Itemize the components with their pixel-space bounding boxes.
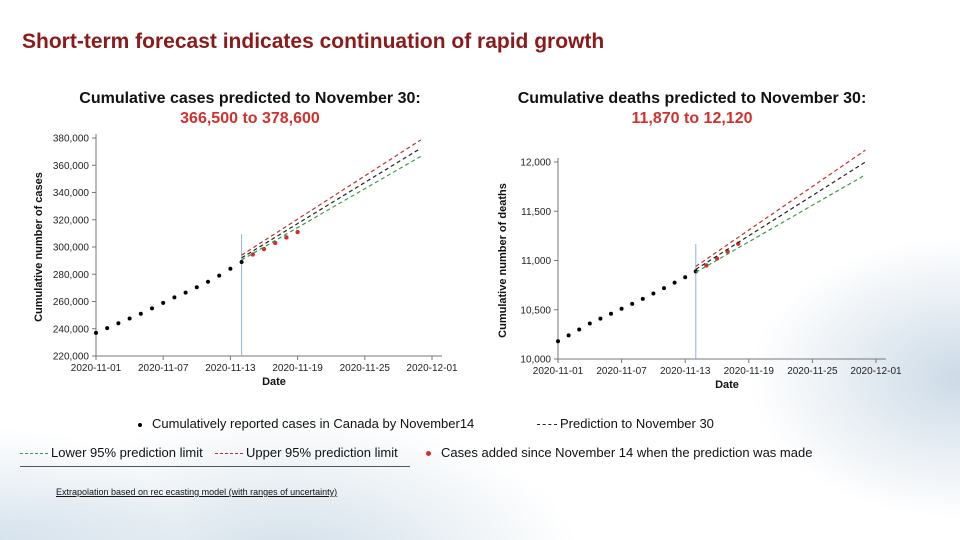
red-dot-icon (426, 451, 431, 457)
y-tick-label: 340,000 (53, 188, 90, 199)
x-axis-label: Date (262, 376, 286, 388)
reported-point (94, 330, 98, 335)
legend-upper: Upper 95% prediction limit (215, 445, 398, 460)
reported-point (587, 321, 592, 326)
x-tick-label: 2020-11-07 (138, 363, 189, 374)
dash-red-icon (215, 453, 243, 455)
cases-chart-title-text: Cumulative cases predicted to November 3… (79, 90, 421, 107)
dash-green-icon (20, 453, 48, 455)
y-tick-label: 260,000 (53, 297, 90, 308)
lower-limit-line (695, 174, 866, 273)
y-tick-label: 300,000 (53, 243, 90, 254)
y-axis-label: Cumulative number of cases (33, 172, 45, 322)
x-tick-label: 2020-11-01 (533, 366, 584, 377)
reported-point (228, 266, 233, 271)
reported-point (138, 311, 143, 316)
dash-black-icon (537, 424, 557, 426)
x-tick-label: 2020-11-07 (596, 366, 647, 377)
prediction-line (241, 147, 422, 259)
x-tick-label: 2020-11-19 (272, 363, 323, 374)
deaths-chart-title-text: Cumulative deaths predicted to November … (517, 90, 867, 107)
lower-limit-line (241, 155, 422, 261)
reported-point (194, 285, 199, 290)
deaths-chart: 10,000 10,500 11,000 11,500 12,000 2020-11-01… (497, 149, 902, 391)
legend-added: Cases added since November 14 when the p… (426, 445, 812, 460)
reported-point (640, 296, 645, 301)
reported-point (683, 275, 688, 280)
reported-point (566, 333, 571, 338)
y-tick-label: 10,000 (520, 355, 551, 366)
y-tick-label: 10,500 (520, 305, 551, 316)
footnote: Extrapolation based on rec ecasting mode… (56, 487, 338, 497)
reported-point (217, 273, 222, 278)
reported-point (630, 301, 635, 306)
deaths-chart-range: 11,870 to 12,120 (631, 110, 753, 127)
reported-point (651, 291, 656, 296)
x-tick-label: 2020-11-19 (724, 366, 775, 377)
x-tick-label: 2020-11-13 (660, 366, 711, 377)
x-tick-label: 2020-12-01 (406, 363, 458, 374)
reported-point (172, 295, 177, 300)
reported-point (556, 339, 560, 344)
reported-point (598, 316, 603, 321)
x-tick-label: 2020-11-25 (340, 363, 391, 374)
y-tick-label: 240,000 (53, 324, 90, 335)
x-tick-label: 2020-12-01 (850, 366, 902, 377)
cases-chart-title: Cumulative cases predicted to November 3… (40, 90, 460, 128)
y-tick-label: 280,000 (53, 270, 90, 281)
black-dot-icon (138, 422, 142, 427)
prediction-line (695, 161, 866, 270)
page-title: Short-term forecast indicates continuati… (22, 30, 605, 53)
y-tick-label: 320,000 (53, 215, 90, 226)
reported-point (662, 286, 666, 291)
reported-point (206, 279, 210, 284)
reported-point (672, 280, 677, 285)
y-tick-label: 360,000 (53, 161, 90, 172)
reported-point (609, 311, 613, 316)
reported-point (105, 326, 110, 331)
y-tick-label: 12,000 (520, 158, 551, 169)
x-axis-label: Date (715, 379, 739, 391)
deaths-chart-title: Cumulative deaths predicted to November … (482, 90, 902, 128)
reported-point (127, 316, 132, 321)
added-point (250, 252, 255, 257)
legend-divider (20, 466, 410, 467)
legend-prediction: Prediction to November 30 (537, 416, 714, 431)
reported-point (239, 259, 244, 264)
cases-chart-range: 366,500 to 378,600 (180, 110, 320, 127)
added-point (295, 229, 300, 235)
y-tick-label: 11,000 (521, 256, 551, 267)
x-tick-label: 2020-11-13 (205, 363, 256, 374)
reported-point (183, 290, 188, 295)
reported-point (116, 321, 121, 326)
added-point (714, 256, 720, 261)
upper-limit-line (695, 149, 866, 267)
added-point (704, 263, 709, 268)
cases-chart: 220,000 240,000 260,000 280,000 300,000 320,0… (33, 134, 458, 389)
y-tick-label: 220,000 (53, 352, 90, 363)
y-tick-label: 380,000 (53, 134, 90, 145)
reported-point (577, 327, 582, 332)
upper-limit-line (241, 139, 422, 256)
reported-point (150, 306, 154, 311)
y-tick-label: 11,500 (521, 207, 551, 218)
added-point (284, 235, 289, 240)
legend-lower: Lower 95% prediction limit (20, 445, 203, 460)
y-axis-label: Cumulative number of deaths (497, 183, 509, 338)
reported-point (161, 300, 166, 305)
x-tick-label: 2020-11-01 (71, 363, 122, 374)
legend-reported: Cumulatively reported cases in Canada by… (138, 416, 474, 431)
x-tick-label: 2020-11-25 (787, 366, 838, 377)
reported-point (619, 306, 624, 311)
